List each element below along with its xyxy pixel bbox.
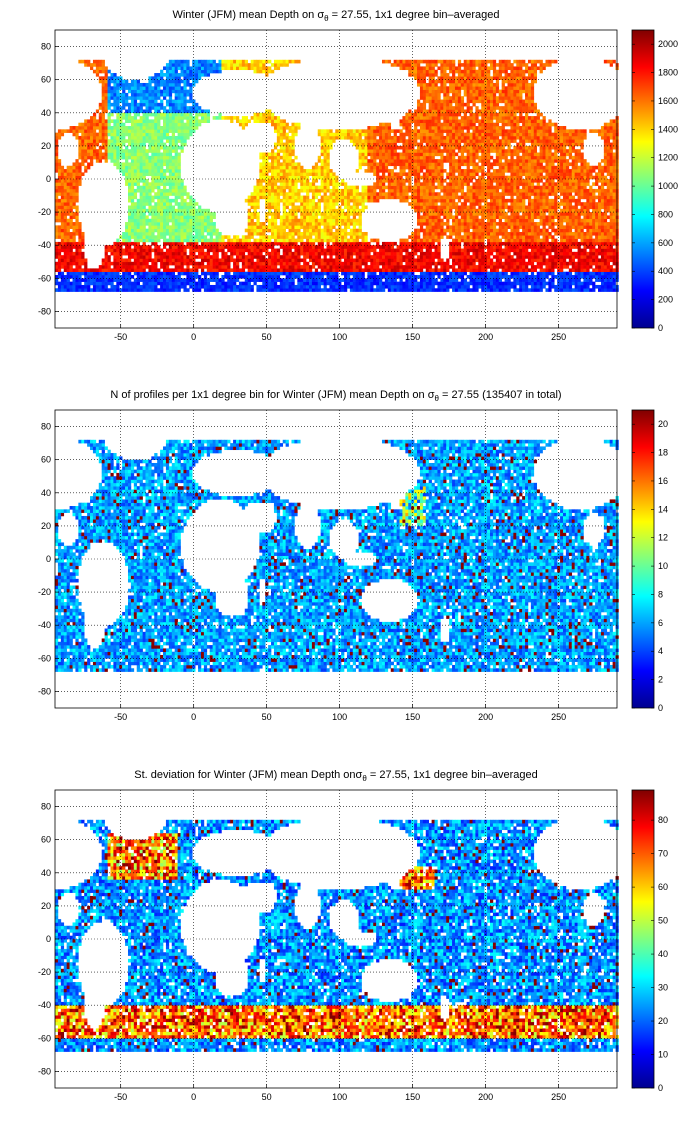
y-tick-label: -60 — [38, 653, 51, 663]
y-tick-label: -20 — [38, 207, 51, 217]
y-tick-label: -40 — [38, 240, 51, 250]
y-tick-label: -20 — [38, 967, 51, 977]
y-tick-label: 40 — [41, 868, 51, 878]
y-tick-label: 80 — [41, 802, 51, 812]
colorbar-tick-label: 0 — [658, 323, 663, 333]
colorbar-tick-label: 80 — [658, 815, 668, 825]
x-tick-label: 50 — [262, 1092, 272, 1102]
y-tick-label: 40 — [41, 108, 51, 118]
y-tick-label: 20 — [41, 521, 51, 531]
x-tick-label: 150 — [405, 1092, 420, 1102]
colorbar-tick-label: 0 — [658, 703, 663, 713]
panel-2: N of profiles per 1x1 degree bin for Win… — [38, 389, 668, 722]
chart-title: Winter (JFM) mean Depth on σθ = 27.55, 1… — [172, 9, 499, 23]
x-tick-label: 200 — [478, 1092, 493, 1102]
y-tick-label: -40 — [38, 1000, 51, 1010]
colorbar-tick-label: 60 — [658, 882, 668, 892]
y-tick-label: 60 — [41, 835, 51, 845]
colorbar-tick-label: 2000 — [658, 39, 678, 49]
colorbar-tick-label: 12 — [658, 533, 668, 543]
y-tick-label: 80 — [41, 42, 51, 52]
x-tick-label: 200 — [478, 712, 493, 722]
colorbar-tick-label: 50 — [658, 916, 668, 926]
x-tick-label: 150 — [405, 332, 420, 342]
colorbar-tick-label: 14 — [658, 504, 668, 514]
y-tick-label: -60 — [38, 273, 51, 283]
colorbar-tick-label: 40 — [658, 949, 668, 959]
y-tick-label: 60 — [41, 75, 51, 85]
colorbar-tick-label: 18 — [658, 448, 668, 458]
colorbar-tick-label: 8 — [658, 589, 663, 599]
x-tick-label: 0 — [191, 712, 196, 722]
colorbar-tick-label: 1400 — [658, 124, 678, 134]
colorbar — [632, 30, 654, 328]
y-tick-label: 40 — [41, 488, 51, 498]
colorbar-tick-label: 800 — [658, 209, 673, 219]
colorbar-tick-label: 1000 — [658, 181, 678, 191]
colorbar-tick-label: 70 — [658, 849, 668, 859]
colorbar-tick-label: 0 — [658, 1083, 663, 1093]
colorbar-tick-label: 10 — [658, 561, 668, 571]
y-tick-label: -80 — [38, 1066, 51, 1076]
colorbar-tick-label: 1200 — [658, 153, 678, 163]
chart-title: St. deviation for Winter (JFM) mean Dept… — [134, 769, 538, 783]
y-tick-label: 60 — [41, 455, 51, 465]
x-tick-label: 100 — [332, 712, 347, 722]
x-tick-label: 100 — [332, 1092, 347, 1102]
colorbar-tick-label: 20 — [658, 419, 668, 429]
x-tick-label: -50 — [114, 332, 127, 342]
x-tick-label: 0 — [191, 332, 196, 342]
y-tick-label: -40 — [38, 620, 51, 630]
colorbar-tick-label: 10 — [658, 1050, 668, 1060]
colorbar-tick-label: 400 — [658, 266, 673, 276]
colorbar-tick-label: 600 — [658, 238, 673, 248]
x-tick-label: 150 — [405, 712, 420, 722]
x-tick-label: 50 — [262, 332, 272, 342]
y-tick-label: 20 — [41, 901, 51, 911]
colorbar-tick-label: 1600 — [658, 96, 678, 106]
y-tick-label: 20 — [41, 141, 51, 151]
y-tick-label: -60 — [38, 1033, 51, 1043]
colorbar-tick-label: 4 — [658, 646, 663, 656]
x-tick-label: -50 — [114, 712, 127, 722]
chart-title: N of profiles per 1x1 degree bin for Win… — [110, 389, 561, 403]
colorbar-tick-label: 2 — [658, 675, 663, 685]
panel-1: Winter (JFM) mean Depth on σθ = 27.55, 1… — [38, 9, 678, 342]
colorbar-tick-label: 30 — [658, 983, 668, 993]
colorbar-tick-label: 200 — [658, 295, 673, 305]
colorbar-tick-label: 6 — [658, 618, 663, 628]
x-tick-label: -50 — [114, 1092, 127, 1102]
figure: Winter (JFM) mean Depth on σθ = 27.55, 1… — [0, 0, 696, 1140]
x-tick-label: 50 — [262, 712, 272, 722]
x-tick-label: 250 — [551, 712, 566, 722]
y-tick-label: 80 — [41, 422, 51, 432]
x-tick-label: 250 — [551, 332, 566, 342]
x-tick-label: 250 — [551, 1092, 566, 1102]
x-tick-label: 100 — [332, 332, 347, 342]
y-tick-label: -80 — [38, 686, 51, 696]
colorbar — [632, 410, 654, 708]
y-tick-label: -80 — [38, 306, 51, 316]
x-tick-label: 200 — [478, 332, 493, 342]
colorbar-tick-label: 20 — [658, 1016, 668, 1026]
y-tick-label: -20 — [38, 587, 51, 597]
colorbar-tick-label: 1800 — [658, 68, 678, 78]
y-tick-label: 0 — [46, 174, 51, 184]
x-tick-label: 0 — [191, 1092, 196, 1102]
colorbar — [632, 790, 654, 1088]
y-tick-label: 0 — [46, 554, 51, 564]
y-tick-label: 0 — [46, 934, 51, 944]
colorbar-tick-label: 16 — [658, 476, 668, 486]
panel-3: St. deviation for Winter (JFM) mean Dept… — [38, 769, 668, 1102]
